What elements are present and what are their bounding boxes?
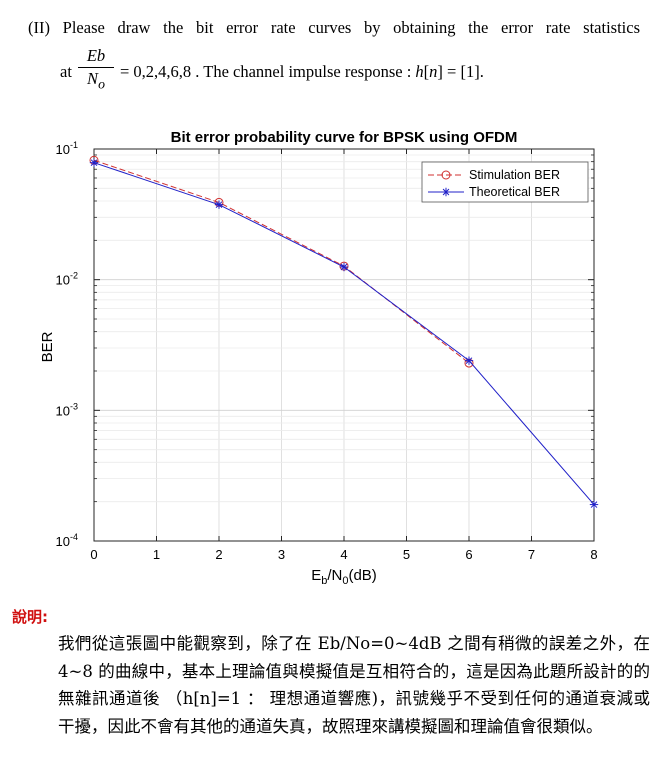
question-line-1: (II) Please draw the bit error rate curv… — [28, 18, 640, 37]
fraction-numerator: Eb — [78, 46, 114, 68]
star-stroke — [340, 263, 348, 271]
x-axis-label: Eb/N0(dB) — [311, 567, 377, 587]
y-tick-label: 10-4 — [56, 532, 78, 549]
snr-values: = 0,2,4,6,8 . The channel impulse respon… — [120, 62, 416, 81]
theoretical-point — [214, 200, 224, 209]
explanation-title: 說明: — [12, 608, 48, 626]
h-symbol: h — [415, 62, 424, 81]
theoretical-point — [589, 500, 599, 509]
n-symbol: n — [429, 62, 438, 81]
star-stroke — [442, 188, 450, 196]
x-label-sub-0: 0 — [342, 575, 348, 587]
theoretical-point — [339, 262, 349, 272]
question-values: = 0,2,4,6,8 . The channel impulse respon… — [120, 62, 484, 82]
x-label-e: E — [311, 567, 321, 584]
x-tick-label: 5 — [403, 547, 410, 562]
legend: Stimulation BER Theoretical BER — [421, 161, 589, 203]
star-stroke — [465, 357, 473, 364]
theoretical-point — [464, 356, 474, 365]
x-tick-label: 4 — [340, 547, 347, 562]
x-tick-label: 2 — [215, 547, 222, 562]
question-at: at — [60, 62, 72, 81]
x-tick-label: 7 — [528, 547, 535, 562]
fraction-denominator: No — [78, 68, 114, 92]
x-tick-label: 0 — [90, 547, 97, 562]
series-layer — [89, 155, 599, 509]
series-line-simulation — [93, 159, 470, 364]
legend-box — [421, 161, 589, 203]
x-tick-label: 3 — [278, 547, 285, 562]
x-tick-label: 6 — [465, 547, 472, 562]
x-label-mid: /N — [327, 567, 342, 584]
legend-marker — [441, 170, 451, 180]
x-tick-label: 8 — [590, 547, 597, 562]
fraction-den-main: N — [87, 69, 99, 88]
axes: 0 1 2 3 4 5 6 7 8 10-1 10-2 10-3 10-4 — [56, 140, 598, 562]
impulse-value: ] = [1]. — [437, 62, 484, 81]
x-label-sub-b: b — [321, 575, 327, 587]
star-stroke — [90, 159, 98, 166]
chart-title: Bit error probability curve for BPSK usi… — [171, 129, 518, 146]
bracket-open: [ — [423, 62, 430, 81]
legend-label: Theoretical BER — [469, 185, 560, 199]
fraction-den-sub: o — [98, 76, 105, 92]
ber-chart: 0 1 2 3 4 5 6 7 8 10-1 10-2 10-3 10-4 Bit error prob… — [39, 129, 599, 587]
y-tick-label: 10-1 — [56, 140, 78, 157]
explanation-body: 我們從這張圖中能觀察到，除了在 Eb/No=0~4dB 之間有稍微的誤差之外，在… — [58, 634, 650, 736]
x-label-end: (dB) — [348, 567, 376, 584]
y-tick-label: 10-2 — [56, 271, 78, 288]
legend-label: Stimulation BER — [469, 168, 560, 182]
y-tick-label: 10-3 — [56, 401, 78, 418]
theoretical-point — [89, 158, 99, 167]
star-stroke — [215, 201, 223, 208]
eb-no-fraction: Eb No — [78, 46, 114, 92]
y-axis-label: BER — [39, 331, 56, 362]
star-stroke — [590, 501, 598, 508]
x-tick-label: 1 — [153, 547, 160, 562]
legend-marker — [441, 187, 451, 197]
